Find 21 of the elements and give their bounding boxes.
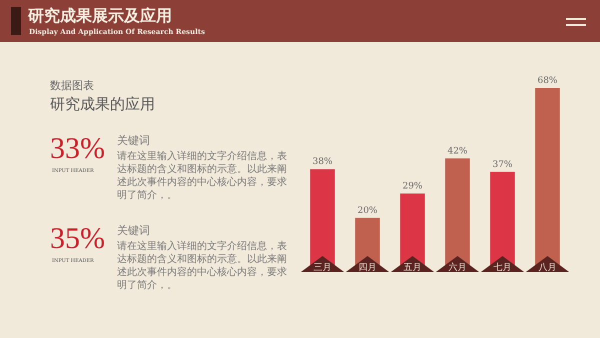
text: 请在这里输入详细的文字介绍信息，表达标题的含义和图标的示意。以此来阐述此次事件内容的中心核心内容，要求明了简介，。	[117, 150, 288, 202]
text: 研究成果展示及应用	[28, 6, 172, 27]
text: 关键词	[117, 223, 150, 238]
data-label: 20%	[357, 206, 378, 216]
x-tick-label: 五月	[404, 263, 422, 273]
x-tick-label: 三月	[314, 263, 332, 273]
data-label: 29%	[402, 182, 423, 192]
text: 数据图表	[50, 78, 94, 93]
data-label: 42%	[447, 146, 468, 156]
text: 35%	[50, 222, 105, 256]
data-label: 68%	[537, 76, 558, 86]
x-tick-label: 六月	[448, 262, 466, 273]
text: 33%	[50, 132, 105, 166]
x-tick-label: 七月	[494, 262, 512, 273]
text: 研究成果的应用	[50, 95, 155, 114]
text: 请在这里输入详细的文字介绍信息，表达标题的含义和图标的示意。以此来阐述此次事件内容的中心核心内容，要求明了简介，。	[117, 240, 288, 292]
data-label: 37%	[492, 160, 513, 170]
x-tick-label: 四月	[358, 263, 376, 273]
data-label: 38%	[312, 157, 333, 168]
x-tick-label: 八月	[538, 262, 556, 273]
text: 关键词	[117, 133, 150, 148]
